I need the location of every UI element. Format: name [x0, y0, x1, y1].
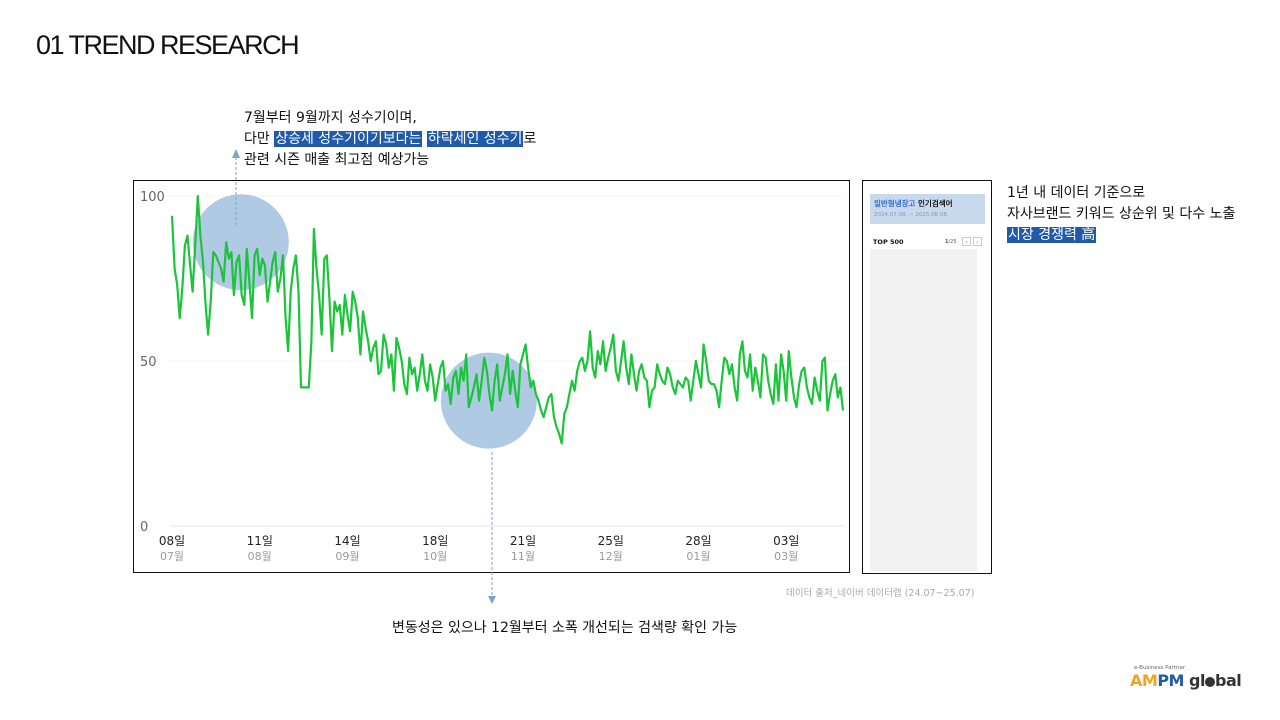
top-annotation-line2: 다만 상승세 성수기이기보다는 하락세인 성수기로: [244, 129, 536, 150]
top-list-label: TOP 500: [873, 238, 904, 246]
y-tick-label: 0: [140, 520, 148, 535]
top-annotation: 7월부터 9월까지 성수기이며, 다만 상승세 성수기이기보다는 하락세인 성수…: [244, 108, 536, 171]
prev-page-icon[interactable]: ‹: [962, 237, 971, 246]
right-annotation: 1년 내 데이터 기준으로 자사브랜드 키워드 상순위 및 다수 노출 시장 경…: [1007, 183, 1235, 246]
page-total: /25: [948, 239, 957, 245]
series-line: [170, 194, 845, 445]
right-annotation-line2: 자사브랜드 키워드 상순위 및 다수 노출: [1007, 206, 1236, 222]
page-current: 1: [945, 239, 949, 245]
right-annotation-line3: 시장 경쟁력 高: [1007, 225, 1235, 246]
right-annotation-line1: 1년 내 데이터 기준으로: [1007, 185, 1146, 201]
logo-wordmark: AMPM gl bal: [1130, 671, 1242, 690]
x-tick-label: 18일: [422, 534, 448, 548]
x-tick-label: 08일: [159, 534, 185, 548]
y-tick-label: 50: [140, 355, 157, 370]
top-annotation-suffix: 로: [523, 131, 537, 147]
x-tick-label: 11일: [247, 534, 273, 548]
logo-globe-icon: [1204, 677, 1215, 687]
panel-header: 일반형냉장고 인기검색어 2024.07.08. ~ 2025.06.08.: [870, 194, 985, 224]
x-tick-label: 14일: [334, 534, 360, 548]
x-tick-sublabel: 07월: [160, 550, 184, 563]
highlight-falling-season: 하락세인 성수기: [426, 131, 524, 147]
logo-tagline: e-Business Partner: [1134, 665, 1186, 671]
x-tick-label: 28일: [685, 534, 711, 548]
x-tick-sublabel: 03월: [774, 550, 798, 563]
x-tick-label: 25일: [598, 534, 624, 548]
arrow-up-head: [232, 149, 240, 158]
arrow-down-head: [488, 596, 496, 604]
popular-keywords-panel: 일반형냉장고 인기검색어 2024.07.08. ~ 2025.06.08. T…: [862, 180, 992, 574]
top-annotation-line3: 관련 시즌 매출 최고점 예상가능: [244, 152, 430, 168]
logo-gl: gl: [1183, 671, 1205, 690]
logo-pm: PM: [1157, 671, 1184, 690]
page-indicator: 1/25: [945, 239, 957, 245]
chart-svg: 0 50 100 08일 07월 11일 08월 14일 09월 18일 10월 21일 11월 25일 1…: [140, 190, 845, 563]
x-tick-label: 21일: [510, 534, 536, 548]
search-trend-chart: 0 50 100 08일 07월 11일 08월 14일 09월 18일 10월 21일 11월 25일 1…: [133, 180, 850, 573]
keyword-list: [870, 249, 977, 571]
logo-bal: bal: [1214, 671, 1242, 690]
panel-title-category: 일반형냉장고: [874, 199, 916, 208]
highlight-rising-season: 상승세 성수기이기보다는: [274, 131, 423, 147]
panel-title: 일반형냉장고 인기검색어: [874, 198, 953, 209]
top-annotation-line1: 7월부터 9월까지 성수기이며,: [244, 110, 417, 126]
highlight-competitiveness: 시장 경쟁력 高: [1007, 227, 1097, 243]
x-tick-sublabel: 08월: [248, 550, 272, 563]
next-page-icon[interactable]: ›: [973, 237, 982, 246]
page-title: 01 TREND RESEARCH: [36, 30, 300, 60]
x-tick-sublabel: 10월: [423, 550, 447, 563]
logo-am: AM: [1130, 671, 1158, 690]
x-tick-sublabel: 01월: [686, 550, 710, 563]
y-tick-label: 100: [140, 190, 165, 205]
highlight-circle-dip: [440, 352, 537, 449]
panel-title-label: 인기검색어: [915, 199, 953, 208]
x-tick-sublabel: 11월: [511, 550, 535, 563]
data-source: 데이터 출처_네이버 데이터랩 (24.07~25.07): [786, 588, 975, 599]
x-tick-sublabel: 09월: [335, 550, 359, 563]
top-annotation-prefix: 다만: [244, 131, 275, 147]
x-tick-sublabel: 12월: [599, 550, 623, 563]
panel-date-range: 2024.07.08. ~ 2025.06.08.: [874, 212, 949, 218]
bottom-annotation: 변동성은 있으나 12월부터 소폭 개선되는 검색량 확인 가능: [392, 620, 738, 636]
x-tick-label: 03일: [773, 534, 799, 548]
